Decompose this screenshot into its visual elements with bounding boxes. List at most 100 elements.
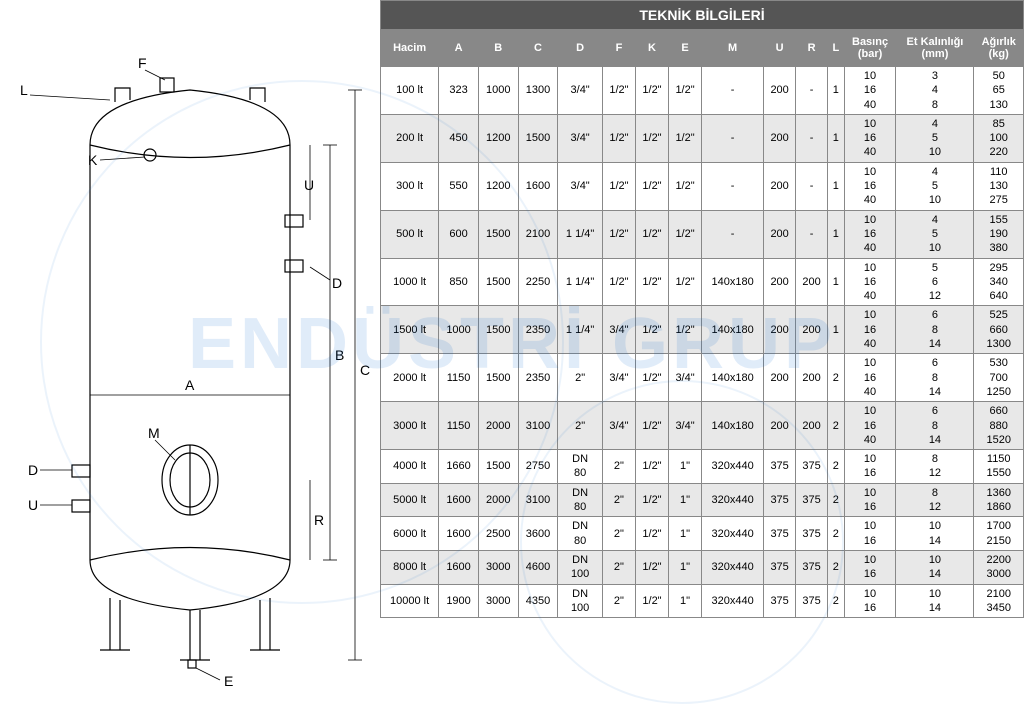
cell: 3/4" bbox=[602, 354, 635, 402]
cell: 4510 bbox=[896, 162, 974, 210]
cell: 200 bbox=[796, 306, 828, 354]
cell: 295340640 bbox=[974, 258, 1024, 306]
cell: 1150 bbox=[439, 354, 479, 402]
cell: 2 bbox=[828, 402, 845, 450]
cell: 5065130 bbox=[974, 67, 1024, 115]
cell: 812 bbox=[896, 483, 974, 517]
cell: 2000 bbox=[478, 402, 518, 450]
cell: 1/2" bbox=[635, 210, 668, 258]
col-header: Et Kalınlığı(mm) bbox=[896, 30, 974, 67]
cell: 1500 bbox=[478, 306, 518, 354]
cell: 11501550 bbox=[974, 450, 1024, 484]
cell: 4350 bbox=[518, 584, 558, 618]
cell: DN80 bbox=[558, 517, 603, 551]
cell: - bbox=[796, 210, 828, 258]
cell: - bbox=[702, 162, 764, 210]
label-C: C bbox=[360, 362, 370, 378]
cell: 1300 bbox=[518, 67, 558, 115]
cell: 1/2" bbox=[635, 450, 668, 484]
cell: 1016 bbox=[844, 450, 896, 484]
table-row: 8000 lt160030004600DN1002"1/2"1"320x4403… bbox=[381, 550, 1024, 584]
cell: 1 bbox=[828, 210, 845, 258]
col-header: L bbox=[828, 30, 845, 67]
cell: 155190380 bbox=[974, 210, 1024, 258]
cell: 2" bbox=[602, 550, 635, 584]
cell: 375 bbox=[796, 450, 828, 484]
table-row: 6000 lt160025003600DN802"1/2"1"320x44037… bbox=[381, 517, 1024, 551]
cell: 140x180 bbox=[702, 354, 764, 402]
cell: 323 bbox=[439, 67, 479, 115]
cell: 1/2" bbox=[669, 114, 702, 162]
cell: 320x440 bbox=[702, 450, 764, 484]
cell: 17002150 bbox=[974, 517, 1024, 551]
cell: 2 bbox=[828, 517, 845, 551]
cell: 6814 bbox=[896, 354, 974, 402]
cell: 1660 bbox=[439, 450, 479, 484]
cell: 6608801520 bbox=[974, 402, 1024, 450]
cell: 1/2" bbox=[602, 210, 635, 258]
cell: 200 bbox=[764, 67, 796, 115]
cell: 348 bbox=[896, 67, 974, 115]
col-header: U bbox=[764, 30, 796, 67]
cell: 375 bbox=[796, 550, 828, 584]
table-row: 10000 lt190030004350DN1002"1/2"1"320x440… bbox=[381, 584, 1024, 618]
col-header: R bbox=[796, 30, 828, 67]
cell: DN80 bbox=[558, 450, 603, 484]
cell: DN100 bbox=[558, 550, 603, 584]
label-A: A bbox=[185, 377, 195, 393]
cell: 140x180 bbox=[702, 306, 764, 354]
cell: 140x180 bbox=[702, 258, 764, 306]
col-header: Hacim bbox=[381, 30, 439, 67]
cell: 1/2" bbox=[669, 210, 702, 258]
cell: 300 lt bbox=[381, 162, 439, 210]
cell: 1500 bbox=[478, 354, 518, 402]
cell: 1 bbox=[828, 67, 845, 115]
cell: 1/2" bbox=[602, 114, 635, 162]
cell: DN80 bbox=[558, 483, 603, 517]
cell: 375 bbox=[796, 517, 828, 551]
cell: 1014 bbox=[896, 550, 974, 584]
cell: - bbox=[702, 114, 764, 162]
cell: 4510 bbox=[896, 114, 974, 162]
col-header: D bbox=[558, 30, 603, 67]
cell: 2000 lt bbox=[381, 354, 439, 402]
cell: 320x440 bbox=[702, 550, 764, 584]
cell: 5256601300 bbox=[974, 306, 1024, 354]
cell: 2 bbox=[828, 450, 845, 484]
label-R: R bbox=[314, 512, 324, 528]
cell: 200 bbox=[796, 258, 828, 306]
cell: 375 bbox=[796, 483, 828, 517]
cell: 2 bbox=[828, 584, 845, 618]
table-row: 300 lt550120016003/4"1/2"1/2"1/2"-200-11… bbox=[381, 162, 1024, 210]
cell: 375 bbox=[764, 584, 796, 618]
col-header: F bbox=[602, 30, 635, 67]
cell: 375 bbox=[764, 517, 796, 551]
cell: 200 bbox=[796, 402, 828, 450]
cell: 1500 bbox=[478, 450, 518, 484]
cell: 3000 bbox=[478, 584, 518, 618]
cell: 1/2" bbox=[602, 258, 635, 306]
cell: 5000 lt bbox=[381, 483, 439, 517]
col-header: Ağırlık(kg) bbox=[974, 30, 1024, 67]
cell: 13601860 bbox=[974, 483, 1024, 517]
cell: 1/2" bbox=[635, 483, 668, 517]
cell: 22003000 bbox=[974, 550, 1024, 584]
cell: 1500 bbox=[518, 114, 558, 162]
cell: 1016 bbox=[844, 483, 896, 517]
cell: 2" bbox=[602, 584, 635, 618]
cell: 2350 bbox=[518, 306, 558, 354]
cell: 3000 bbox=[478, 550, 518, 584]
cell: 2" bbox=[602, 450, 635, 484]
cell: 1/2" bbox=[635, 517, 668, 551]
cell: 450 bbox=[439, 114, 479, 162]
cell: 1" bbox=[669, 584, 702, 618]
cell: 1/2" bbox=[635, 550, 668, 584]
cell: 1500 bbox=[478, 258, 518, 306]
cell: 1150 bbox=[439, 402, 479, 450]
cell: 200 bbox=[764, 402, 796, 450]
cell: 320x440 bbox=[702, 584, 764, 618]
cell: 3/4" bbox=[602, 402, 635, 450]
cell: 4600 bbox=[518, 550, 558, 584]
cell: 2" bbox=[602, 483, 635, 517]
col-header: A bbox=[439, 30, 479, 67]
